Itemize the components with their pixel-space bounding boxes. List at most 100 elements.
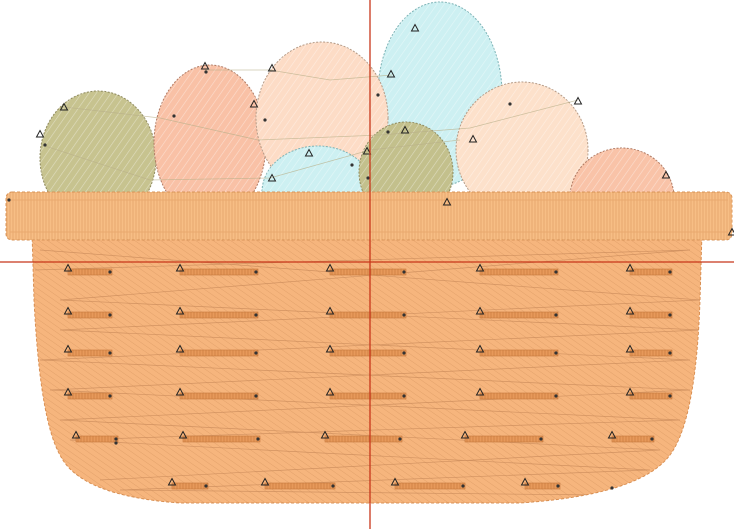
stitch-start-marker: [362, 146, 372, 155]
stitch-point-marker: [398, 437, 402, 441]
stitch-start-marker: [625, 263, 635, 272]
stitch-point-marker: [554, 394, 558, 398]
stitch-start-marker: [200, 61, 210, 70]
weave-stitch-bar: [324, 435, 403, 443]
stitch-start-marker: [71, 430, 81, 439]
stitch-start-marker: [325, 306, 335, 315]
stitch-point-marker: [331, 484, 335, 488]
stitch-start-marker: [410, 23, 420, 32]
stitch-point-marker: [254, 270, 258, 274]
weave-stitch-bar: [67, 268, 113, 276]
stitch-point-marker: [402, 313, 406, 317]
stitch-start-marker: [175, 344, 185, 353]
stitch-point-marker: [402, 351, 406, 355]
weave-stitch-ticks: [69, 350, 110, 356]
stitch-start-marker: [625, 306, 635, 315]
weave-stitch-bar: [67, 311, 113, 319]
stitch-point-marker: [650, 437, 654, 441]
stitch-point-marker: [508, 102, 512, 106]
stitch-point-marker: [43, 143, 47, 147]
weave-stitch-ticks: [331, 312, 405, 318]
stitch-start-marker: [475, 306, 485, 315]
weave-stitch-ticks: [481, 269, 558, 275]
stitch-start-marker: [175, 263, 185, 272]
basket-weave-rows: [67, 268, 673, 490]
weave-stitch-ticks: [266, 483, 334, 489]
weave-stitch-ticks: [396, 483, 464, 489]
weave-stitch-bar: [629, 268, 673, 276]
weave-stitch-ticks: [466, 436, 543, 442]
weave-stitch-bar: [179, 349, 259, 357]
stitch-point-marker: [114, 441, 118, 445]
stitch-start-marker: [475, 344, 485, 353]
stitch-point-marker: [610, 486, 614, 490]
stitch-start-marker: [625, 387, 635, 396]
weave-stitch-bar: [179, 268, 259, 276]
weave-stitch-ticks: [631, 312, 672, 318]
weave-stitch-ticks: [481, 350, 558, 356]
weave-stitch-ticks: [481, 393, 558, 399]
weave-stitch-ticks: [613, 436, 654, 442]
stitch-start-marker: [167, 477, 177, 486]
weave-stitch-bar: [179, 311, 259, 319]
stitch-start-marker: [325, 344, 335, 353]
weave-stitch-ticks: [181, 269, 258, 275]
stitch-start-marker: [59, 102, 69, 111]
stitch-start-marker: [63, 263, 73, 272]
egg-cream-right: [455, 81, 589, 219]
stitch-start-marker: [63, 344, 73, 353]
stitch-start-marker: [460, 430, 470, 439]
stitch-point-marker: [668, 394, 672, 398]
stitch-markers: [7, 23, 734, 490]
weave-stitch-ticks: [326, 436, 400, 442]
weave-stitch-bar: [75, 435, 119, 443]
weave-stitch-ticks: [331, 269, 405, 275]
stitch-point-marker: [204, 484, 208, 488]
stitch-point-marker: [350, 163, 354, 167]
stitch-start-marker: [400, 125, 410, 134]
stitch-start-marker: [325, 387, 335, 396]
stitch-start-marker: [175, 387, 185, 396]
stitch-point-marker: [366, 176, 370, 180]
stitch-start-marker: [325, 263, 335, 272]
stitch-point-marker: [108, 270, 112, 274]
stitch-point-marker: [108, 313, 112, 317]
weave-stitch-bar: [629, 349, 673, 357]
stitch-point-marker: [7, 198, 11, 202]
weave-stitch-ticks: [184, 436, 258, 442]
weave-stitch-ticks: [77, 436, 118, 442]
weave-stitch-bar: [479, 392, 559, 400]
weave-stitch-ticks: [481, 312, 558, 318]
stitch-start-marker: [320, 430, 330, 439]
weave-stitch-ticks: [331, 393, 405, 399]
stitch-point-marker: [539, 437, 543, 441]
stitch-point-marker: [254, 394, 258, 398]
stitch-start-marker: [520, 477, 530, 486]
stitch-start-marker: [625, 344, 635, 353]
weave-stitch-bar: [479, 311, 559, 319]
stitch-start-marker: [442, 197, 452, 206]
stitch-point-marker: [402, 270, 406, 274]
weave-stitch-bar: [629, 311, 673, 319]
weave-stitch-ticks: [181, 350, 258, 356]
stitch-start-marker: [175, 306, 185, 315]
weave-stitch-bar: [479, 268, 559, 276]
stitch-start-marker: [607, 430, 617, 439]
stitch-start-marker: [475, 263, 485, 272]
stitch-start-marker: [63, 387, 73, 396]
weave-stitch-bar: [479, 349, 559, 357]
weave-stitch-ticks: [69, 393, 110, 399]
stitch-start-marker: [573, 96, 583, 105]
weave-stitch-ticks: [173, 483, 208, 489]
stitch-start-marker: [267, 173, 277, 182]
weave-stitch-bar: [171, 482, 209, 490]
stitch-point-marker: [256, 437, 260, 441]
stitch-start-marker: [390, 477, 400, 486]
stitch-point-marker: [108, 351, 112, 355]
weave-stitch-ticks: [69, 269, 110, 275]
basket-rim: [5, 191, 733, 241]
stitch-point-marker: [114, 437, 118, 441]
weave-stitch-bar: [524, 482, 561, 490]
